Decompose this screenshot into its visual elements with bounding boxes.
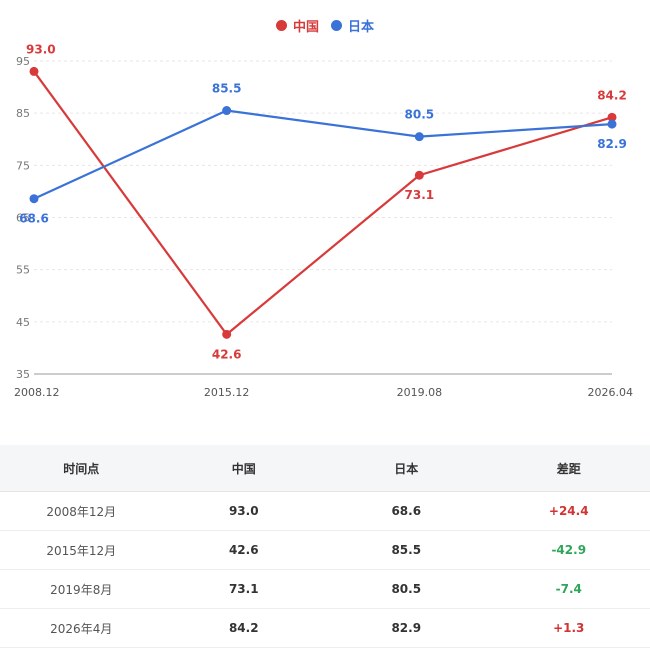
y-tick-label: 55 [16, 264, 30, 277]
data-label: 84.2 [597, 88, 627, 102]
line-chart-svg: 35 45 55 65 75 85 95 2008.12 2015.12 2019.08 2026.… [14, 42, 634, 399]
cell-time: 2019年8月 [0, 569, 163, 609]
series-line-japan [33, 109, 613, 200]
data-label: 82.9 [597, 137, 627, 151]
data-point [222, 106, 232, 116]
cell-diff: +24.4 [487, 491, 650, 531]
y-tick-label: 45 [16, 316, 30, 329]
cell-japan: 68.6 [325, 491, 488, 531]
series-line-china [33, 70, 613, 336]
header-china: 中国 [162, 445, 325, 492]
cell-time: 2008年12月 [0, 491, 163, 531]
legend-dot-china-icon [275, 20, 287, 31]
cell-china: 93.0 [162, 491, 325, 531]
cell-japan: 85.5 [325, 530, 488, 570]
data-label: 73.1 [405, 188, 435, 202]
data-point [414, 170, 424, 180]
line-chart: 35 45 55 65 75 85 95 2008.12 2015.12 2019.08 2026.… [14, 42, 634, 399]
cell-time: 2026年4月 [0, 608, 163, 648]
y-tick-label: 85 [16, 107, 30, 120]
data-point [414, 132, 424, 142]
table-row: 2008年12月 93.0 68.6 +24.4 [0, 491, 650, 531]
data-label: 93.0 [26, 42, 56, 56]
x-tick-label: 2026.04 [588, 386, 634, 399]
y-tick-label: 65 [16, 212, 30, 225]
legend-item-china[interactable]: 中国 [275, 16, 319, 35]
x-tick-label: 2008.12 [14, 386, 60, 399]
cell-china: 42.6 [162, 530, 325, 570]
cell-japan: 82.9 [325, 608, 488, 648]
cell-china: 73.1 [162, 569, 325, 609]
data-point [607, 119, 617, 129]
legend-label-china: 中国 [292, 20, 319, 35]
y-tick-label: 95 [16, 55, 30, 68]
data-label: 80.5 [405, 108, 435, 122]
header-japan: 日本 [325, 445, 488, 492]
data-point [29, 194, 39, 204]
data-label: 85.5 [212, 82, 242, 96]
data-point [607, 112, 617, 122]
legend-dot-japan-icon [331, 20, 342, 31]
table-row: 2026年4月 84.2 82.9 +1.3 [0, 608, 650, 648]
header-time: 时间点 [0, 445, 163, 492]
table-row: 2015年12月 42.6 85.5 -42.9 [0, 530, 650, 570]
legend-label-japan: 日本 [348, 20, 375, 35]
comparison-table: 时间点 中国 日本 差距 2008年12月 93.0 68.6 +24.4 20… [0, 445, 650, 648]
legend: 中国 日本 [0, 16, 650, 35]
x-tick-label: 2019.08 [397, 386, 443, 399]
table-row: 2019年8月 73.1 80.5 -7.4 [0, 569, 650, 609]
data-point [29, 66, 39, 76]
data-point [222, 329, 232, 339]
cell-diff: -42.9 [487, 530, 650, 570]
cell-japan: 80.5 [325, 569, 488, 609]
legend-item-japan[interactable]: 日本 [331, 16, 374, 35]
cell-china: 84.2 [162, 608, 325, 648]
data-label: 68.6 [19, 212, 49, 226]
cell-diff: +1.3 [487, 608, 650, 648]
x-tick-label: 2015.12 [204, 386, 250, 399]
table-header-row: 时间点 中国 日本 差距 [0, 445, 650, 492]
y-tick-label: 35 [16, 368, 30, 381]
header-diff: 差距 [487, 445, 650, 492]
cell-time: 2015年12月 [0, 530, 163, 570]
y-tick-label: 75 [16, 159, 30, 172]
data-label: 42.6 [212, 347, 242, 361]
comparison-table-wrap: 时间点 中国 日本 差距 2008年12月 93.0 68.6 +24.4 20… [0, 445, 650, 648]
cell-diff: -7.4 [487, 569, 650, 609]
